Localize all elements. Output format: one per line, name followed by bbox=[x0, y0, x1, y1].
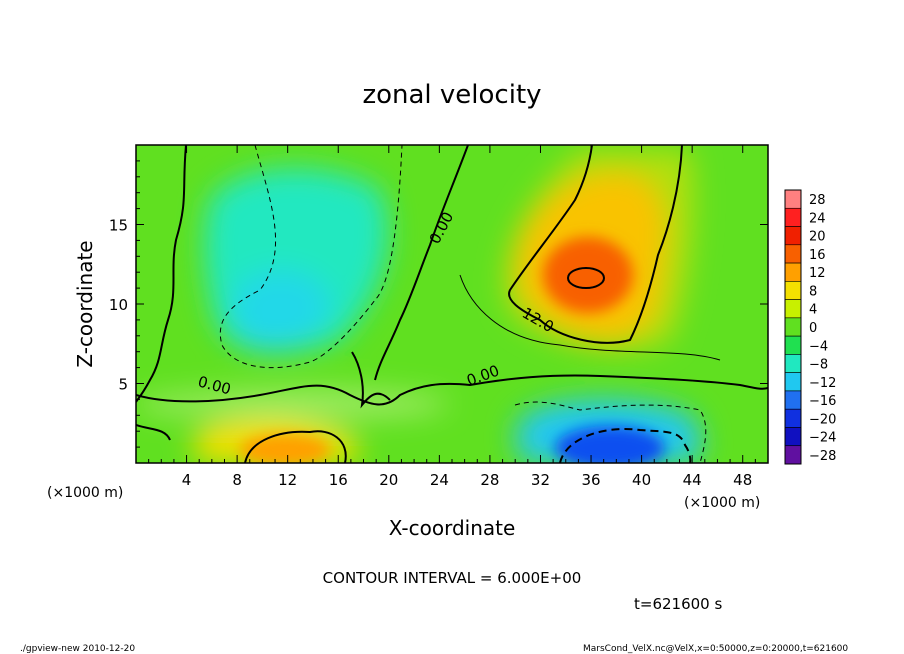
colorbar-frame bbox=[784, 189, 802, 465]
footer-right-text: MarsCond_VelX.nc@VelX,x=0:50000,z=0:2000… bbox=[583, 644, 848, 654]
colorbar-label: 12 bbox=[809, 266, 826, 281]
x-tick-label: 12 bbox=[278, 471, 297, 489]
x-tick-label: 44 bbox=[683, 471, 702, 489]
contour-zero-diagonal bbox=[374, 145, 469, 381]
y-unit-label: (×1000 m) bbox=[47, 485, 123, 501]
chart-title: zonal velocity bbox=[362, 80, 541, 110]
colorbar-label: −28 bbox=[809, 449, 836, 464]
colorbar-swatch bbox=[784, 445, 802, 465]
contour-interval-text: CONTOUR INTERVAL = 6.000E+00 bbox=[323, 569, 582, 587]
colorbar-label: −16 bbox=[809, 394, 836, 409]
x-tick-label: 36 bbox=[581, 471, 600, 489]
colorbar-swatch bbox=[784, 262, 802, 282]
colorbar-swatch bbox=[784, 335, 802, 355]
x-tick-label: 24 bbox=[430, 471, 449, 489]
x-tick-label: 40 bbox=[632, 471, 651, 489]
contour-zero-spike bbox=[351, 351, 391, 409]
x-unit-label: (×1000 m) bbox=[684, 495, 760, 511]
colorbar-swatch bbox=[784, 372, 802, 392]
contour-zero-lower-left bbox=[136, 424, 347, 463]
x-axis-ticks: 4 8 12 16 20 24 28 32 36 40 44 48 bbox=[148, 145, 756, 489]
contour-six-thin bbox=[459, 274, 721, 361]
contour-lines bbox=[136, 145, 768, 463]
colorbar-swatch bbox=[784, 189, 802, 209]
contour-twelve bbox=[508, 145, 683, 344]
contour-eighteen bbox=[567, 267, 605, 289]
colorbar-swatch bbox=[784, 427, 802, 447]
colorbar-label: 24 bbox=[809, 211, 826, 226]
colorbar-label: 8 bbox=[809, 284, 817, 299]
x-axis-title: X-coordinate bbox=[389, 516, 516, 540]
colorbar-swatch bbox=[784, 226, 802, 246]
x-tick-label: 32 bbox=[531, 471, 550, 489]
time-label: t=621600 s bbox=[634, 595, 722, 613]
x-tick-label: 16 bbox=[329, 471, 348, 489]
x-tick-label: 28 bbox=[480, 471, 499, 489]
field-cool-core bbox=[232, 270, 330, 350]
colorbar-swatch bbox=[784, 317, 802, 337]
colorbar-label: −24 bbox=[809, 431, 836, 446]
colorbar-label: 16 bbox=[809, 248, 826, 263]
field-lower-left-core bbox=[240, 434, 330, 463]
plot-area: 0.00 12.0 0.00 0.00 4 8 12 16 20 24 28 32 36 40 44… bbox=[109, 144, 769, 489]
contour-neg-dashed-upper bbox=[219, 145, 403, 369]
contour-neg-dashed-lower bbox=[559, 428, 692, 463]
colorbar-swatch bbox=[784, 281, 802, 300]
y-tick-label: 5 bbox=[118, 376, 128, 394]
colorbar-label: −20 bbox=[809, 412, 836, 427]
y-axis-title: Z-coordinate bbox=[73, 240, 97, 367]
field-max-core bbox=[543, 237, 633, 313]
colorbar-swatch bbox=[784, 299, 802, 319]
colorbar-label: −4 bbox=[809, 339, 828, 354]
colorbar-label: 4 bbox=[809, 303, 817, 318]
colorbar-swatch bbox=[784, 207, 802, 227]
x-tick-label: 8 bbox=[232, 471, 242, 489]
colorbar-label: 0 bbox=[809, 321, 817, 336]
x-tick-label: 4 bbox=[182, 471, 192, 489]
contour-zero-band bbox=[136, 374, 768, 406]
y-tick-label: 10 bbox=[109, 296, 128, 314]
colorbar: 28 24 20 16 12 8 4 0 −4 −8 −12 −16 −20 −24 −28 bbox=[784, 189, 836, 465]
colorbar-swatch bbox=[784, 354, 802, 373]
field-min-core bbox=[555, 426, 665, 463]
y-axis-ticks: 5 10 15 bbox=[109, 160, 768, 448]
colorbar-label: 20 bbox=[809, 230, 826, 245]
colorbar-swatch bbox=[784, 408, 802, 428]
x-tick-label: 20 bbox=[379, 471, 398, 489]
contour-neg-dashed-inner bbox=[514, 401, 707, 463]
colorbar-label: 28 bbox=[809, 193, 826, 208]
colorbar-swatch bbox=[784, 244, 802, 264]
colorbar-label: −12 bbox=[809, 376, 836, 391]
y-tick-label: 15 bbox=[109, 217, 128, 235]
footer-left-text: ./gpview-new 2010-12-20 bbox=[20, 644, 135, 654]
x-tick-label: 48 bbox=[733, 471, 752, 489]
contour-zero-left bbox=[136, 145, 187, 403]
colorbar-swatch bbox=[784, 390, 802, 410]
colorbar-label: −8 bbox=[809, 358, 828, 373]
